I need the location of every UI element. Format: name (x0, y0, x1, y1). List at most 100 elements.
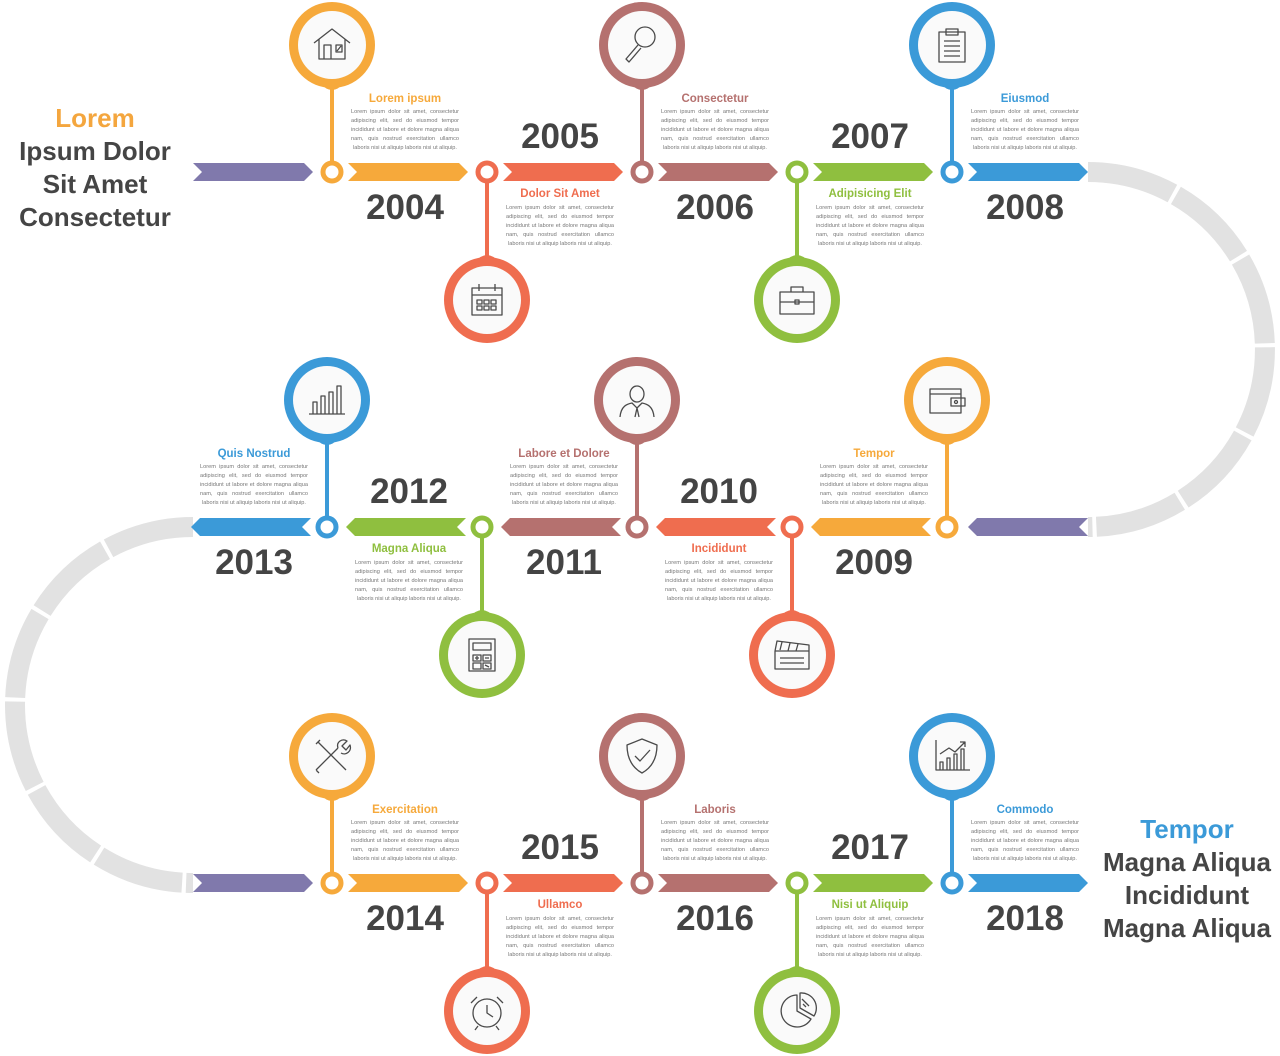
item-year: 2007 (831, 117, 909, 156)
pin-inner (918, 722, 986, 790)
timeline-row (289, 713, 995, 1054)
item-description: Lorem ipsum dolor sit amet, consectetur … (816, 205, 924, 247)
item-description: Lorem ipsum dolor sit amet, consectetur … (200, 464, 308, 506)
segment-arrow (503, 874, 623, 892)
tools-icon (315, 739, 352, 774)
segment-arrow (348, 874, 468, 892)
segment-arrow (191, 518, 311, 536)
item-description: Lorem ipsum dolor sit amet, consectetur … (816, 916, 924, 958)
item-description: Lorem ipsum dolor sit amet, consectetur … (506, 916, 614, 958)
timeline-marker (785, 871, 809, 895)
item-year: 2013 (215, 543, 293, 582)
lead-in-arrow (968, 518, 1088, 536)
item-year: 2004 (366, 188, 444, 227)
lead-in-arrow (193, 874, 313, 892)
item-title: Consectetur (681, 93, 749, 105)
segment-arrow (501, 518, 621, 536)
pin-inner (758, 621, 826, 689)
item-year: 2010 (680, 472, 758, 511)
item-title: Magna Aliqua (371, 543, 447, 555)
item-title: Dolor Sit Amet (520, 188, 600, 200)
item-description: Lorem ipsum dolor sit amet, consectetur … (971, 820, 1079, 862)
segment-arrow (656, 518, 776, 536)
pin-inner (608, 11, 676, 79)
item-year: 2009 (835, 543, 913, 582)
item-year: 2011 (526, 543, 602, 582)
header-left-line: Sit Amet (42, 169, 148, 199)
timeline-marker (630, 871, 654, 895)
item-year: 2015 (521, 828, 599, 867)
segment-arrow (968, 874, 1088, 892)
item-year: 2017 (831, 828, 909, 867)
person-icon (619, 385, 655, 418)
header-left-accent: Lorem (55, 103, 135, 133)
timeline-marker (785, 160, 809, 184)
segment-arrow (811, 518, 931, 536)
timeline-marker (625, 515, 649, 539)
segment-arrow (503, 163, 623, 181)
wallet-icon (929, 388, 966, 414)
bar-chart-icon (309, 385, 345, 415)
segment-arrow (968, 163, 1088, 181)
pin-inner (918, 11, 986, 79)
item-description: Lorem ipsum dolor sit amet, consectetur … (665, 560, 773, 602)
briefcase-icon (779, 286, 815, 315)
timeline-marker (320, 871, 344, 895)
header-right-line: Magna Aliqua (1102, 913, 1272, 943)
timeline-marker (470, 515, 494, 539)
item-year: 2008 (986, 188, 1064, 227)
timeline-marker (475, 871, 499, 895)
item-title: Ullamco (537, 899, 583, 911)
connector-right (1087, 162, 1275, 537)
clipboard-icon (938, 28, 966, 63)
header-left-line: Ipsum Dolor (19, 136, 171, 166)
pin-inner (603, 366, 671, 434)
alarm-clock-icon (470, 996, 504, 1031)
pin-inner (608, 722, 676, 790)
pie-chart-icon (780, 992, 817, 1028)
timeline-marker (935, 515, 959, 539)
item-title: Eiusmod (1000, 93, 1050, 105)
clapperboard-icon (774, 640, 810, 670)
header-right: Tempor Magna Aliqua Incididunt Magna Ali… (1096, 813, 1278, 945)
timeline-marker (940, 871, 964, 895)
house-icon (313, 28, 351, 60)
header-right-accent: Tempor (1140, 814, 1234, 844)
segment-arrow (346, 518, 466, 536)
item-description: Lorem ipsum dolor sit amet, consectetur … (661, 820, 769, 862)
item-description: Lorem ipsum dolor sit amet, consectetur … (506, 205, 614, 247)
segment-arrow (813, 163, 933, 181)
item-title: Tempor (853, 448, 895, 460)
item-description: Lorem ipsum dolor sit amet, consectetur … (971, 109, 1079, 151)
item-title: Lorem ipsum (368, 93, 442, 105)
timeline-marker (630, 160, 654, 184)
item-title: Nisi ut Aliquip (831, 899, 909, 911)
segment-arrow (658, 874, 778, 892)
magnifier-icon (625, 26, 656, 63)
timeline-row (289, 2, 995, 343)
timeline-row (284, 357, 990, 698)
item-year: 2014 (366, 899, 444, 938)
pin-inner (448, 621, 516, 689)
header-left-line: Consectetur (19, 202, 171, 232)
calendar-icon (471, 284, 503, 316)
item-description: Lorem ipsum dolor sit amet, consectetur … (820, 464, 928, 506)
item-title: Labore et Dolore (518, 448, 610, 460)
segment-arrow (348, 163, 468, 181)
connector-left (5, 517, 194, 893)
timeline-marker (475, 160, 499, 184)
shield-icon (626, 738, 658, 774)
lead-in-arrow (193, 163, 313, 181)
item-description: Lorem ipsum dolor sit amet, consectetur … (351, 109, 459, 151)
timeline-marker (780, 515, 804, 539)
growth-chart-icon (935, 740, 970, 771)
item-title: Exercitation (372, 804, 438, 816)
pin-inner (293, 366, 361, 434)
item-year: 2005 (521, 117, 599, 156)
pin-inner (913, 366, 981, 434)
item-description: Lorem ipsum dolor sit amet, consectetur … (661, 109, 769, 151)
header-right-line: Magna Aliqua (1102, 847, 1272, 877)
segment-arrow (813, 874, 933, 892)
calculator-icon (468, 638, 496, 672)
